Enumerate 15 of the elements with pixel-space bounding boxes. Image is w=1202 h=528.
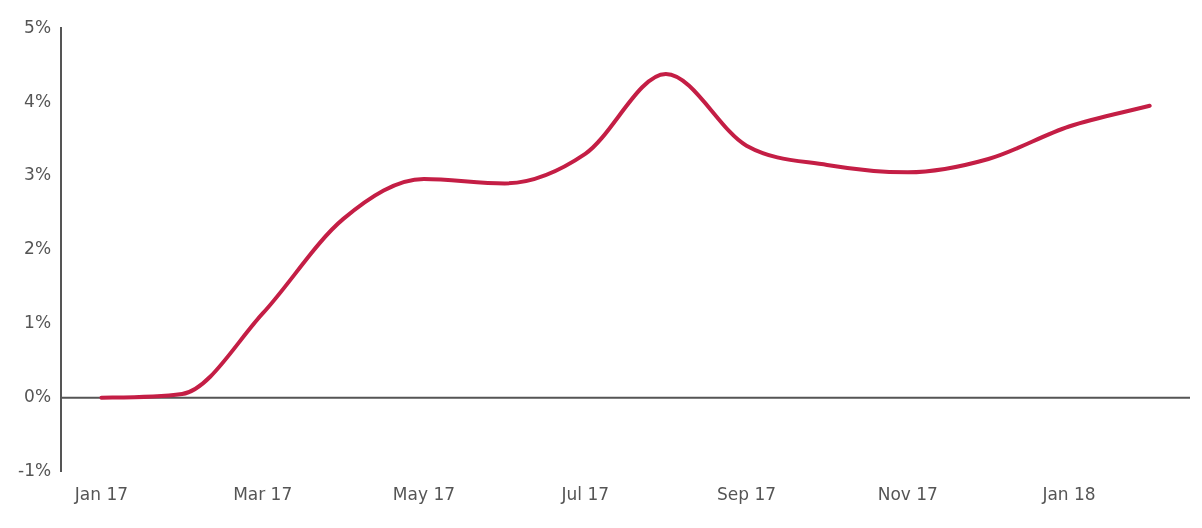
y-tick-label: 3%: [24, 164, 52, 185]
x-tick-label: May 17: [392, 484, 456, 505]
x-tick-label: Nov 17: [877, 484, 938, 505]
y-tick-label: 4%: [24, 90, 52, 111]
y-tick-label: 1%: [24, 312, 52, 333]
x-tick-label: Jan 17: [73, 484, 129, 505]
y-tick-label: 0%: [24, 386, 52, 407]
x-tick-label: Sep 17: [716, 484, 777, 505]
y-tick-label: 2%: [24, 238, 52, 259]
line-series: [99, 72, 1152, 400]
x-tick-label: Jan 18: [1041, 484, 1096, 505]
y-tick-label: -1%: [17, 460, 52, 481]
x-tick-label: Jul 17: [560, 484, 610, 505]
x-tick-label: Mar 17: [233, 484, 293, 505]
y-tick-label: 5%: [24, 16, 52, 37]
